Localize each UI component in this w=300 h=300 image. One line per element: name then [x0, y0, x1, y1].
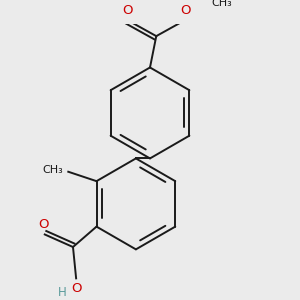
Text: O: O — [71, 282, 81, 295]
Text: CH₃: CH₃ — [42, 165, 63, 175]
Text: H: H — [58, 286, 67, 299]
Text: CH₃: CH₃ — [211, 0, 232, 8]
Text: O: O — [38, 218, 48, 231]
Text: O: O — [122, 4, 132, 17]
Text: O: O — [180, 4, 191, 17]
